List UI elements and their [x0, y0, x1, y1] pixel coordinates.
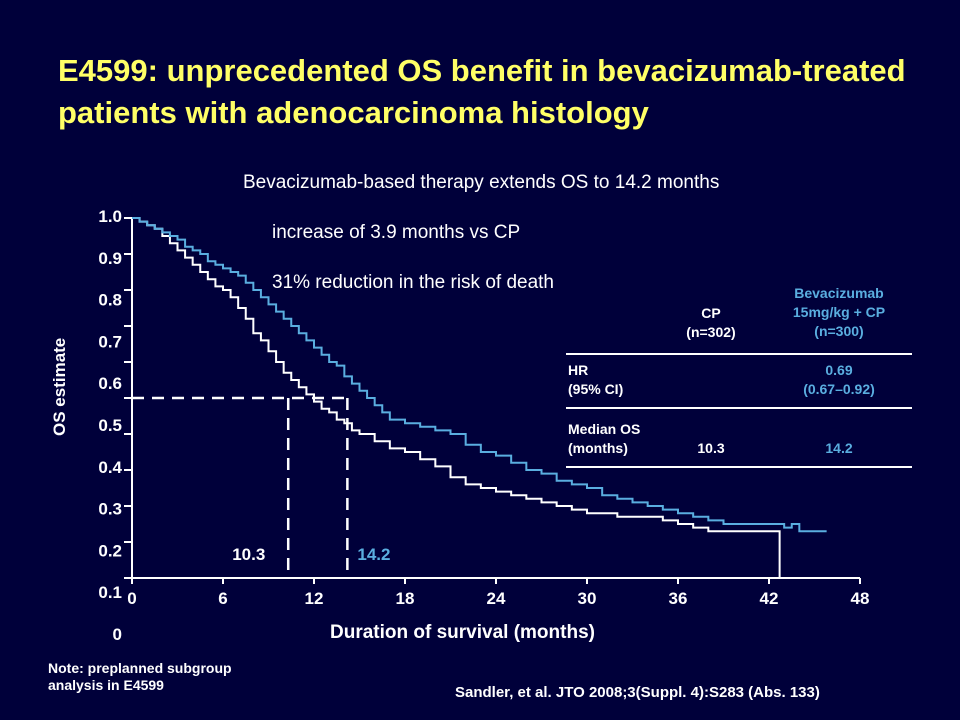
note-line2: analysis in E4599: [48, 677, 164, 693]
x-tick-label: 36: [669, 589, 688, 608]
x-tick-label: 12: [305, 589, 324, 608]
median-label-line1: Median OS: [568, 421, 641, 437]
median-label: Median OS (months): [568, 420, 640, 458]
col-header-bev: Bevacizumab 15mg/kg + CP (n=300): [766, 284, 912, 341]
col-bev-line2: 15mg/kg + CP: [792, 304, 886, 320]
bullet-os-extension: Bevacizumab-based therapy extends OS to …: [243, 172, 720, 193]
col-cp-line2: (n=302): [686, 324, 736, 340]
x-tick-label: 48: [851, 589, 870, 608]
col-header-cp: CP (n=302): [676, 304, 746, 342]
x-axis-label: Duration of survival (months): [330, 622, 595, 643]
citation: Sandler, et al. JTO 2008;3(Suppl. 4):S28…: [455, 684, 820, 701]
table-row-median: Median OS (months) 10.3 14.2: [566, 409, 912, 468]
slide-title: E4599: unprecedented OS benefit in bevac…: [58, 53, 906, 130]
median-bev-value: 14.2: [825, 440, 853, 456]
x-tick-label: 6: [218, 589, 227, 608]
y-tick-label: 0.7: [98, 332, 122, 351]
y-tick-label: 0.6: [98, 374, 122, 393]
y-tick-label: 0.8: [98, 291, 122, 310]
y-axis-label: OS estimate: [50, 337, 69, 436]
y-tick-label: 0.9: [98, 249, 122, 268]
col-cp-line1: CP: [701, 305, 721, 321]
survival-curve-cp: [132, 217, 781, 578]
hr-label: HR (95% CI): [568, 361, 623, 399]
col-bev-line1: Bevacizumab: [794, 285, 884, 301]
hr-bev-line1: 0.69: [825, 362, 853, 378]
y-tick-label: 0.2: [98, 541, 122, 560]
subgroup-note: Note: preplanned subgroup analysis in E4…: [48, 660, 232, 694]
x-tick-label: 42: [760, 589, 779, 608]
bullet-increase: increase of 3.9 months vs CP: [272, 222, 521, 243]
median-label-line2: (months): [568, 440, 628, 456]
hr-bev-value: 0.69 (0.67–0.92): [766, 361, 912, 399]
x-tick-label: 30: [578, 589, 597, 608]
results-table: CP (n=302) Bevacizumab 15mg/kg + CP (n=3…: [566, 280, 912, 468]
y-tick-label: 0.1: [98, 583, 122, 602]
x-tick-label: 24: [487, 589, 506, 608]
survival-curves: [132, 217, 827, 578]
median-reference-lines: [132, 396, 349, 578]
median-cp-value: 10.3: [697, 440, 725, 456]
x-tick-label: 18: [396, 589, 415, 608]
hr-label-line1: HR: [568, 362, 589, 378]
x-tick-label: 0: [127, 589, 136, 608]
table-header-row: CP (n=302) Bevacizumab 15mg/kg + CP (n=3…: [566, 280, 912, 355]
median-label-cp: 10.3: [232, 545, 266, 564]
bullet-risk-reduction: 31% reduction in the risk of death: [272, 272, 555, 293]
hr-bev-line2: (0.67–0.92): [803, 381, 875, 397]
note-line1: Note: preplanned subgroup: [48, 660, 232, 676]
col-bev-line3: (n=300): [814, 323, 864, 339]
y-tick-label: 0.3: [98, 500, 122, 519]
median-label-bev: 14.2: [357, 545, 391, 564]
y-tick-label: 0.5: [98, 416, 122, 435]
y-tick-label: 0: [113, 625, 122, 644]
table-row-hr: HR (95% CI) 0.69 (0.67–0.92): [566, 355, 912, 409]
y-tick-label: 1.0: [98, 207, 122, 226]
survival-curve-bev: [132, 217, 827, 533]
hr-label-line2: (95% CI): [568, 381, 624, 397]
tick-labels: 0 0.1 0.2 0.3 0.4 0.5 0.6 0.7 0.8 0.9 1.0 0 6 12 18 24 3…: [98, 207, 869, 644]
y-tick-label: 0.4: [98, 458, 122, 477]
